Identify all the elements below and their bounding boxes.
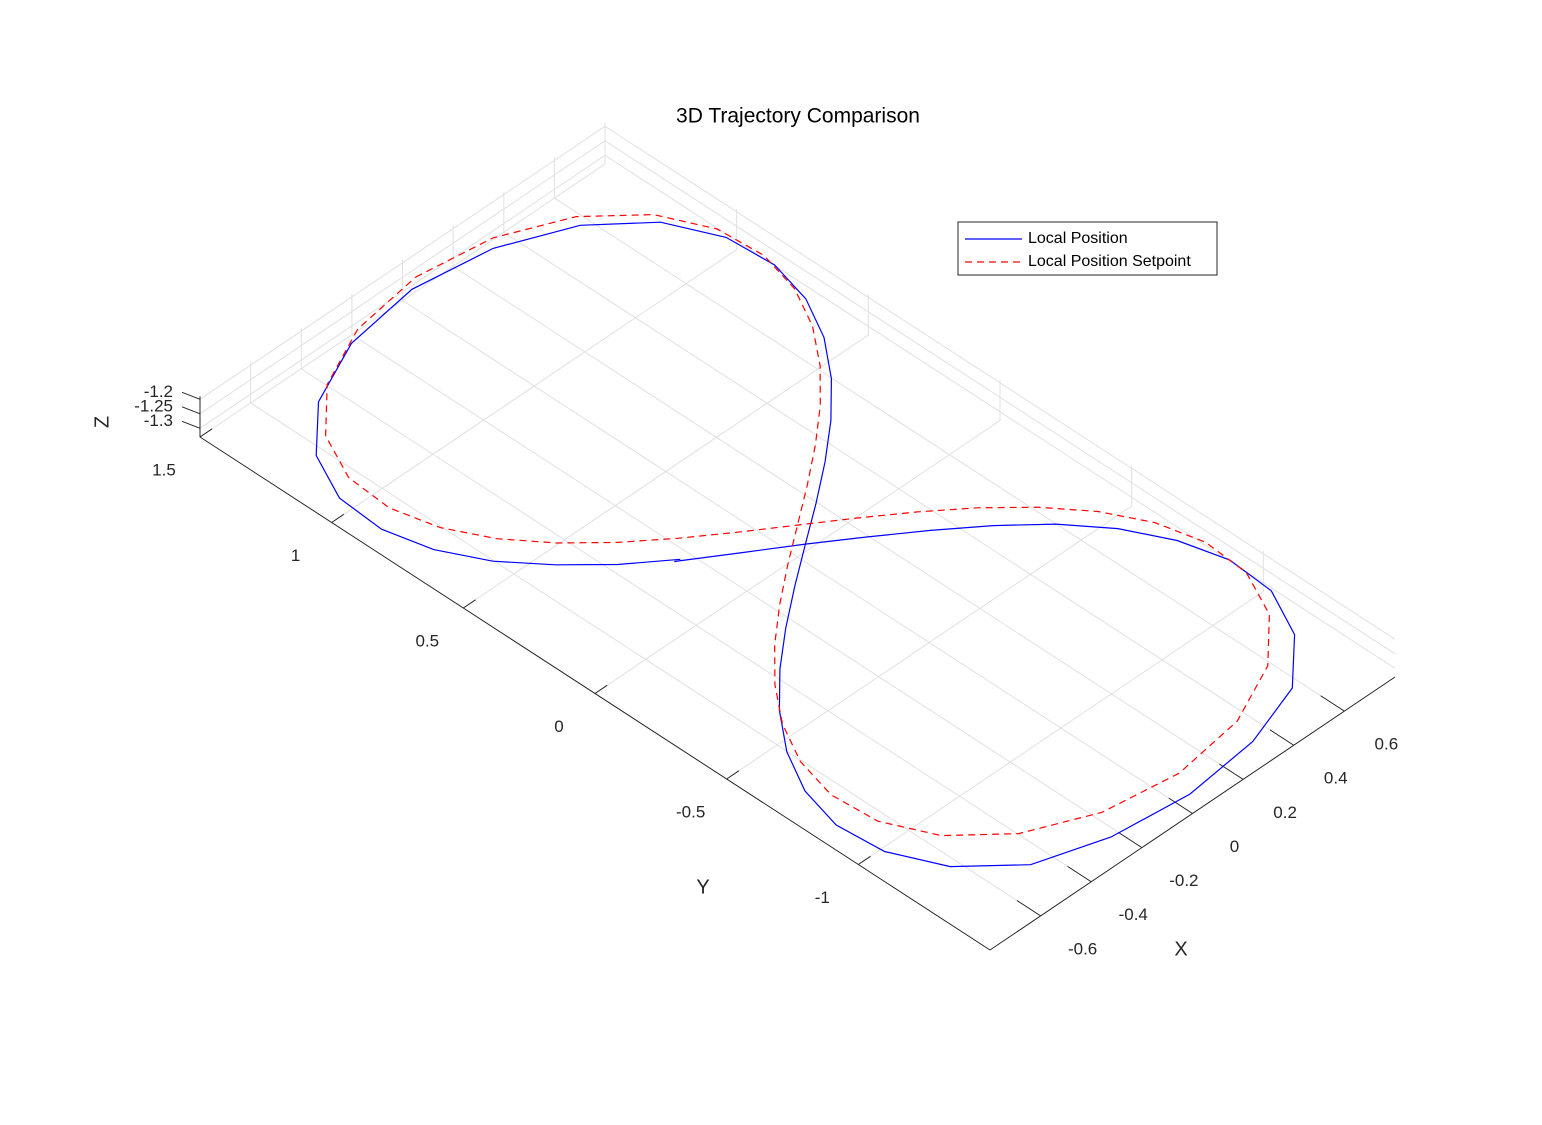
x-tick [1016,900,1041,917]
grid-line [199,123,606,438]
z-tick-label: -1.2 [144,382,173,401]
grid-line [726,465,1133,780]
z-tick [181,406,201,415]
y-tick [331,513,345,523]
y-tick [726,770,740,780]
y-tick [199,428,213,438]
x-tick [1320,695,1345,712]
legend: Local Position Local Position Setpoint [957,221,1218,276]
x-tick [1168,797,1193,814]
z-tick [181,420,201,429]
x-tick-label: 0 [1230,837,1239,856]
y-tick-label: 0.5 [416,631,440,650]
grid-line [858,550,1264,865]
y-tick-label: -1 [815,888,830,907]
grid-line [331,208,738,523]
y-tick [463,599,476,609]
z-tick-label: -1.3 [144,411,173,430]
y-tick-label: 1.5 [152,460,176,479]
x-tick [1269,729,1295,746]
grid-line [594,379,1001,694]
y-tick-label: -0.5 [676,802,705,821]
grid-line [199,140,1396,655]
y-tick-label: 0 [554,717,563,736]
legend-box [957,221,1218,276]
grid [199,123,1396,917]
y-tick [594,684,608,694]
x-axis-label: X [1174,938,1187,960]
x-tick [1117,831,1143,849]
x-tick-label: 0.2 [1273,803,1297,822]
z-tick [181,391,201,400]
x-tick-label: 0.4 [1324,769,1348,788]
legend-label: Local Position Setpoint [1028,253,1191,270]
x-tick [1067,865,1092,883]
plot-lines [315,213,1296,868]
x-tick-label: -0.4 [1119,905,1148,924]
x-tick-label: 0.6 [1375,735,1399,754]
x-tick-label: -0.2 [1169,871,1198,890]
chart-title: 3D Trajectory Comparison [676,105,920,128]
z-axis-label: Z [91,416,113,428]
grid-line [199,154,1396,669]
grid-line [463,294,869,609]
y-tick [858,855,871,865]
grid-line [199,125,1396,640]
legend-label: Local Position [1028,230,1128,247]
axes: -0.6 -0.4 -0.2 0 0.2 0.4 0.6 -1 -0.5 0 0.5 1 1.5 -1.3… [134,382,1398,959]
trajectory-line [315,221,1296,868]
x-tick-label: -0.6 [1068,939,1097,958]
trajectory-line [324,213,1271,837]
z-tick-label: -1.25 [134,396,173,415]
y-axis-label: Y [696,876,709,898]
y-tick-label: 1 [291,546,300,565]
